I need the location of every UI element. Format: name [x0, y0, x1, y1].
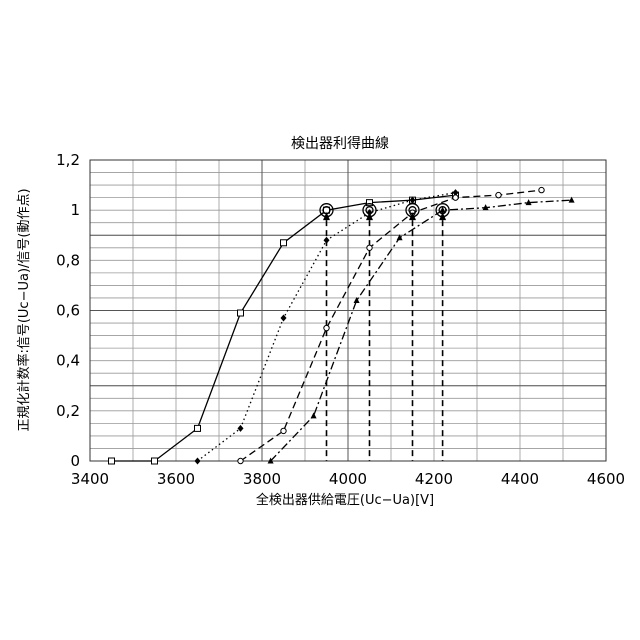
x-tick-label: 4400 [501, 470, 539, 488]
series-group [109, 187, 575, 464]
grid [90, 160, 606, 461]
data-point [367, 200, 373, 206]
x-tick-label: 4000 [329, 470, 367, 488]
data-point [281, 428, 286, 433]
y-tick-label: 0 [70, 452, 80, 470]
data-point [281, 240, 287, 246]
data-point [195, 425, 201, 431]
y-tick-label: 0,8 [56, 251, 80, 269]
x-tick-label: 3800 [243, 470, 281, 488]
data-point [195, 458, 201, 465]
x-tick-label: 4200 [415, 470, 453, 488]
data-point [281, 315, 287, 322]
data-point [324, 237, 330, 244]
data-point [453, 195, 458, 200]
series-line [271, 200, 572, 461]
x-tick-labels: 3400 3600 3800 4000 4200 4400 4600 [71, 470, 625, 488]
operating-point-markers [320, 204, 449, 221]
data-point [109, 458, 115, 464]
data-point [238, 425, 244, 432]
y-tick-label: 0,4 [56, 352, 80, 370]
data-point [324, 325, 329, 330]
data-point [539, 187, 544, 192]
x-tick-label: 3400 [71, 470, 109, 488]
data-point [367, 245, 372, 250]
data-point [238, 458, 243, 463]
chart-title: 検出器利得曲線 [291, 135, 389, 152]
data-point [496, 192, 501, 197]
y-tick-label: 0,6 [56, 302, 80, 320]
y-axis-label: 正規化計数率:信号(Uc−Ua)/信号(動作点) [16, 188, 32, 431]
y-tick-label: 0,2 [56, 402, 80, 420]
x-tick-label: 4600 [587, 470, 625, 488]
y-tick-labels: 0 0,2 0,4 0,6 0,8 1 1,2 [56, 151, 80, 470]
data-point [311, 412, 317, 418]
y-tick-label: 1 [70, 201, 80, 219]
data-point [152, 458, 158, 464]
x-tick-label: 3600 [157, 470, 195, 488]
data-point [238, 310, 244, 316]
y-tick-label: 1,2 [56, 151, 80, 169]
x-axis-label: 全検出器供給電圧(Uc−Ua)[V] [256, 492, 434, 508]
